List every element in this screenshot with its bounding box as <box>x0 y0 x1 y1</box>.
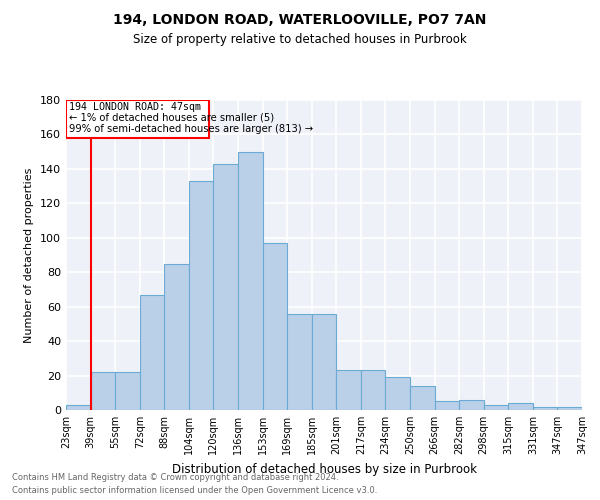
Text: 194, LONDON ROAD, WATERLOOVILLE, PO7 7AN: 194, LONDON ROAD, WATERLOOVILLE, PO7 7AN <box>113 12 487 26</box>
Bar <box>410 386 434 410</box>
Bar <box>287 314 312 410</box>
Bar <box>484 405 508 410</box>
Bar <box>91 372 115 410</box>
Bar <box>263 243 287 410</box>
Text: Contains HM Land Registry data © Crown copyright and database right 2024.: Contains HM Land Registry data © Crown c… <box>12 474 338 482</box>
Bar <box>189 181 214 410</box>
Bar <box>361 370 385 410</box>
Bar <box>385 378 410 410</box>
Bar <box>336 370 361 410</box>
Bar <box>459 400 484 410</box>
Text: Contains public sector information licensed under the Open Government Licence v3: Contains public sector information licen… <box>12 486 377 495</box>
Bar <box>434 402 459 410</box>
Bar <box>312 314 336 410</box>
Bar <box>214 164 238 410</box>
Text: 194 LONDON ROAD: 47sqm: 194 LONDON ROAD: 47sqm <box>69 102 201 112</box>
Y-axis label: Number of detached properties: Number of detached properties <box>25 168 34 342</box>
Text: ← 1% of detached houses are smaller (5): ← 1% of detached houses are smaller (5) <box>69 113 274 123</box>
Bar <box>557 406 582 410</box>
Text: Size of property relative to detached houses in Purbrook: Size of property relative to detached ho… <box>133 32 467 46</box>
Bar <box>140 294 164 410</box>
Bar <box>164 264 189 410</box>
X-axis label: Distribution of detached houses by size in Purbrook: Distribution of detached houses by size … <box>172 462 476 475</box>
Bar <box>115 372 140 410</box>
Bar <box>66 405 91 410</box>
Bar <box>508 403 533 410</box>
Text: 99% of semi-detached houses are larger (813) →: 99% of semi-detached houses are larger (… <box>69 124 313 134</box>
Bar <box>66 100 209 138</box>
Bar <box>238 152 263 410</box>
Bar <box>533 406 557 410</box>
